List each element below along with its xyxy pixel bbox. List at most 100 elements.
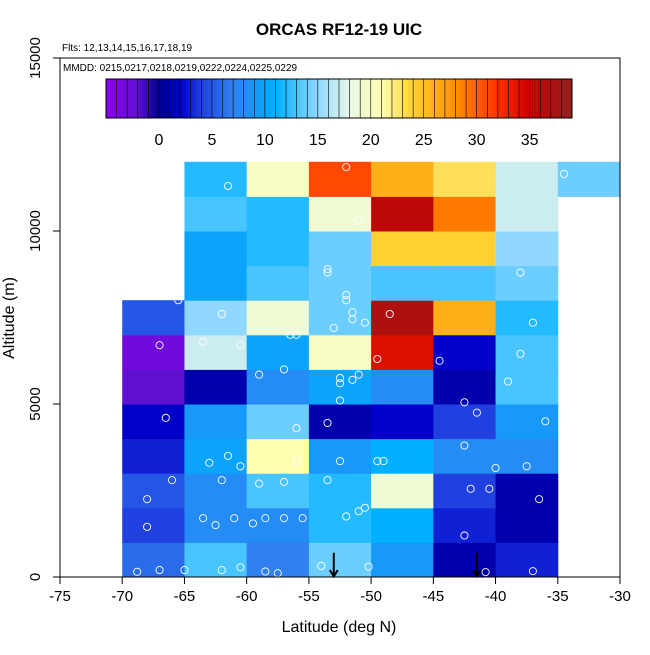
observation-point [354,507,363,516]
heatmap-cell [433,369,497,405]
colorbar: 0 5 10 15 20 25 30 35 [105,78,573,149]
observation-point [211,521,220,530]
heatmap-cell [371,161,434,197]
observation-point [373,457,382,466]
heatmap-cell [246,404,310,440]
heatmap-cell [495,404,559,440]
heatmap-cell [122,473,185,509]
observation-point [155,566,164,575]
y-tick-label: 15000 [27,37,44,79]
observation-point [323,476,332,485]
heatmap-cells [122,161,621,578]
observation-point [342,290,351,300]
heatmap-cell [495,334,559,370]
observation-point [279,477,289,486]
observation-point [516,349,525,358]
x-tick-label: -65 [174,588,196,605]
observation-point [236,462,245,471]
y-axis: 0 5000 10000 15000 [27,37,61,581]
heatmap-cell [495,369,559,405]
heatmap-cell [246,473,310,509]
heatmap-cell [495,300,559,336]
observation-point [323,268,332,277]
heatmap-cell [308,334,372,370]
heatmap-cell [246,334,310,370]
observation-point [323,418,332,428]
observation-point [143,522,152,531]
heatmap-cell [308,231,372,267]
heatmap-cell [433,507,497,543]
observation-point [348,375,357,384]
observation-point [323,265,332,274]
heatmap-cell [308,473,372,509]
heatmap-cell [184,473,248,509]
heatmap-cell [433,438,497,474]
colorbar-tick-label: 10 [256,132,274,149]
observation-point [364,562,373,571]
heatmap-cell [371,507,434,543]
observation-point [460,531,469,540]
flights-subtitle: Flts: 12,13,14,15,16,17,18,19 [62,43,193,54]
observation-point [460,398,469,407]
heatmap-cell [246,231,310,267]
x-tick-label: -60 [236,588,258,605]
heatmap-cell [184,231,248,267]
y-tick-label: 0 [27,573,44,581]
observation-point [161,413,170,422]
heatmap-cell [246,265,310,301]
dates-subtitle: MMDD: 0215,0217,0218,0219,0222,0224,0225… [63,63,298,74]
colorbar-tick-label: 25 [415,132,433,149]
observation-point [217,309,226,319]
observation-point [248,519,257,528]
heatmap-cell [308,196,372,232]
observation-point [528,318,537,327]
colorbar-tick-label: 0 [155,132,164,149]
observation-point [385,309,394,319]
observation-point [466,484,475,493]
observation-point [286,330,295,339]
arrow-markers [328,552,482,579]
heatmap-cell [433,473,497,509]
observation-point [223,181,233,191]
heatmap-cell [308,265,372,301]
x-tick-label: -45 [422,588,444,605]
heatmap-cell [308,300,372,336]
heatmap-cell [184,369,248,405]
heatmap-cell [184,300,248,336]
observation-point [503,377,513,386]
y-tick-label: 10000 [27,210,44,252]
observation-point [335,457,345,466]
heatmap-cell [495,265,559,301]
heatmap-cell [371,231,434,267]
heatmap-cell [122,542,185,578]
x-tick-label: -40 [485,588,507,605]
heatmap-cell [371,300,434,336]
observation-point [373,354,382,364]
heatmap-cell [495,542,559,578]
observation-point [342,162,351,172]
observation-point [335,379,345,388]
observation-point [155,341,164,350]
arrow-marker [472,552,482,579]
observation-point [360,318,369,327]
heatmap-cell [246,161,310,197]
x-tick-label: -55 [298,588,320,605]
observation-point [541,417,550,426]
observation-point [223,451,233,460]
observation-point [535,495,544,504]
x-axis: -75 -70 -65 -60 -55 -50 -45 -40 -35 -30 [49,576,631,605]
heatmap-cell [122,369,185,405]
heatmap-cell [122,300,185,336]
observation-point [348,308,357,317]
x-axis-label: Latitude (deg N) [282,619,397,636]
heatmap-cell [371,196,434,232]
heatmap-cell [371,404,434,440]
heatmap-cell [122,507,185,543]
observation-point [435,356,444,365]
heatmap-cell [308,438,372,474]
heatmap-cell [371,473,434,509]
x-tick-label: -75 [49,588,71,605]
heatmap-cell [184,265,248,301]
observation-point [472,408,481,417]
